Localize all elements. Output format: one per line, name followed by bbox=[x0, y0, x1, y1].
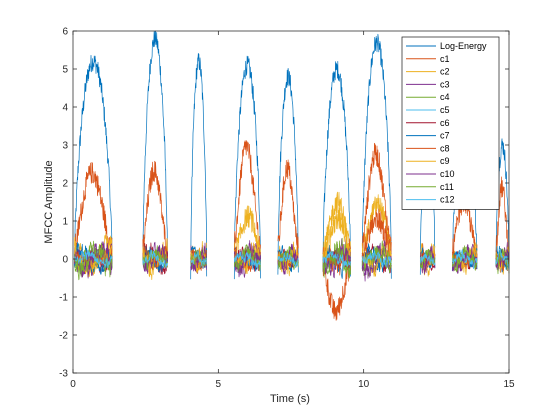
y-tick-label: -1 bbox=[59, 293, 68, 304]
series-line-c9 bbox=[322, 206, 351, 265]
series-line-c12 bbox=[190, 250, 208, 267]
series-line-c8 bbox=[419, 251, 436, 267]
legend-entry: c11 bbox=[440, 182, 454, 192]
legend-entry: c2 bbox=[440, 67, 450, 77]
series-line-c2 bbox=[233, 205, 261, 260]
series-line-c10 bbox=[322, 243, 351, 274]
series-line-c12 bbox=[277, 252, 299, 269]
series-line-c1 bbox=[74, 162, 113, 257]
y-tick-label: 3 bbox=[62, 141, 68, 152]
series-line-c11 bbox=[322, 241, 351, 279]
series-line-log-energy bbox=[74, 54, 113, 268]
series-line-log-energy bbox=[277, 67, 299, 275]
series-line-log-energy bbox=[190, 52, 208, 280]
series-line-c12 bbox=[361, 250, 392, 269]
series-line-c12 bbox=[74, 249, 113, 268]
series-line-c12 bbox=[451, 249, 478, 270]
series-line-c10 bbox=[495, 249, 510, 270]
series-line-c12 bbox=[322, 250, 351, 268]
series-line-log-energy bbox=[361, 33, 392, 279]
series-line-c1 bbox=[495, 176, 510, 259]
legend-entry: c4 bbox=[440, 92, 450, 102]
legend: Log-Energy c1 c2 c3 c4 c5 c6 c7 c8 c9 c10 c11 c12 bbox=[401, 36, 500, 210]
series-c11 bbox=[74, 240, 510, 281]
x-tick-label: 0 bbox=[70, 379, 76, 390]
legend-box bbox=[401, 36, 500, 210]
series-line-c11 bbox=[361, 245, 392, 274]
y-tick-label: -3 bbox=[59, 369, 68, 380]
plot-frame bbox=[72, 30, 510, 374]
series-c12 bbox=[74, 248, 510, 270]
series-line-c12 bbox=[233, 250, 261, 270]
series-line-c1 bbox=[142, 160, 168, 259]
series-line-c12 bbox=[419, 253, 436, 266]
series-line-c1 bbox=[277, 159, 299, 256]
x-tick-label: 15 bbox=[503, 379, 515, 390]
x-tick-label: 10 bbox=[358, 379, 370, 390]
y-tick-label: 5 bbox=[62, 65, 68, 76]
y-tick-label: -2 bbox=[59, 331, 68, 342]
series-line-log-energy bbox=[142, 30, 168, 263]
x-tick-label: 5 bbox=[216, 379, 222, 390]
y-tick-label: 0 bbox=[62, 255, 68, 266]
legend-entry: c8 bbox=[440, 143, 450, 153]
y-tick-label: 6 bbox=[62, 27, 68, 38]
y-tick-label: 4 bbox=[62, 103, 68, 114]
x-axis-label: Time (s) bbox=[270, 393, 310, 405]
series-line-log-energy bbox=[233, 55, 261, 280]
legend-entry: c10 bbox=[440, 169, 455, 179]
legend-entry: c9 bbox=[440, 156, 450, 166]
y-tick-label: 2 bbox=[62, 179, 68, 190]
y-tick-label: 1 bbox=[62, 217, 68, 228]
y-axis-label: MFCC Amplitude bbox=[43, 160, 55, 243]
series-line-c12 bbox=[495, 248, 510, 269]
legend-entry: Log-Energy bbox=[440, 41, 487, 51]
series-line-c8 bbox=[361, 208, 392, 263]
legend-entry: c7 bbox=[440, 131, 450, 141]
series-line-log-energy bbox=[322, 61, 351, 277]
legend-entry: c12 bbox=[440, 195, 455, 205]
series-line-c1 bbox=[233, 140, 261, 251]
series-line-c11 bbox=[495, 248, 510, 274]
legend-entry: c5 bbox=[440, 105, 450, 115]
series-line-c12 bbox=[142, 249, 168, 269]
legend-entry: c1 bbox=[440, 54, 450, 64]
ticks-layer: 0 5 10 15 -3 -2 -1 0 1 2 3 4 5 6 bbox=[59, 27, 515, 391]
legend-entry: c6 bbox=[440, 118, 450, 128]
legend-entry: c3 bbox=[440, 79, 450, 89]
